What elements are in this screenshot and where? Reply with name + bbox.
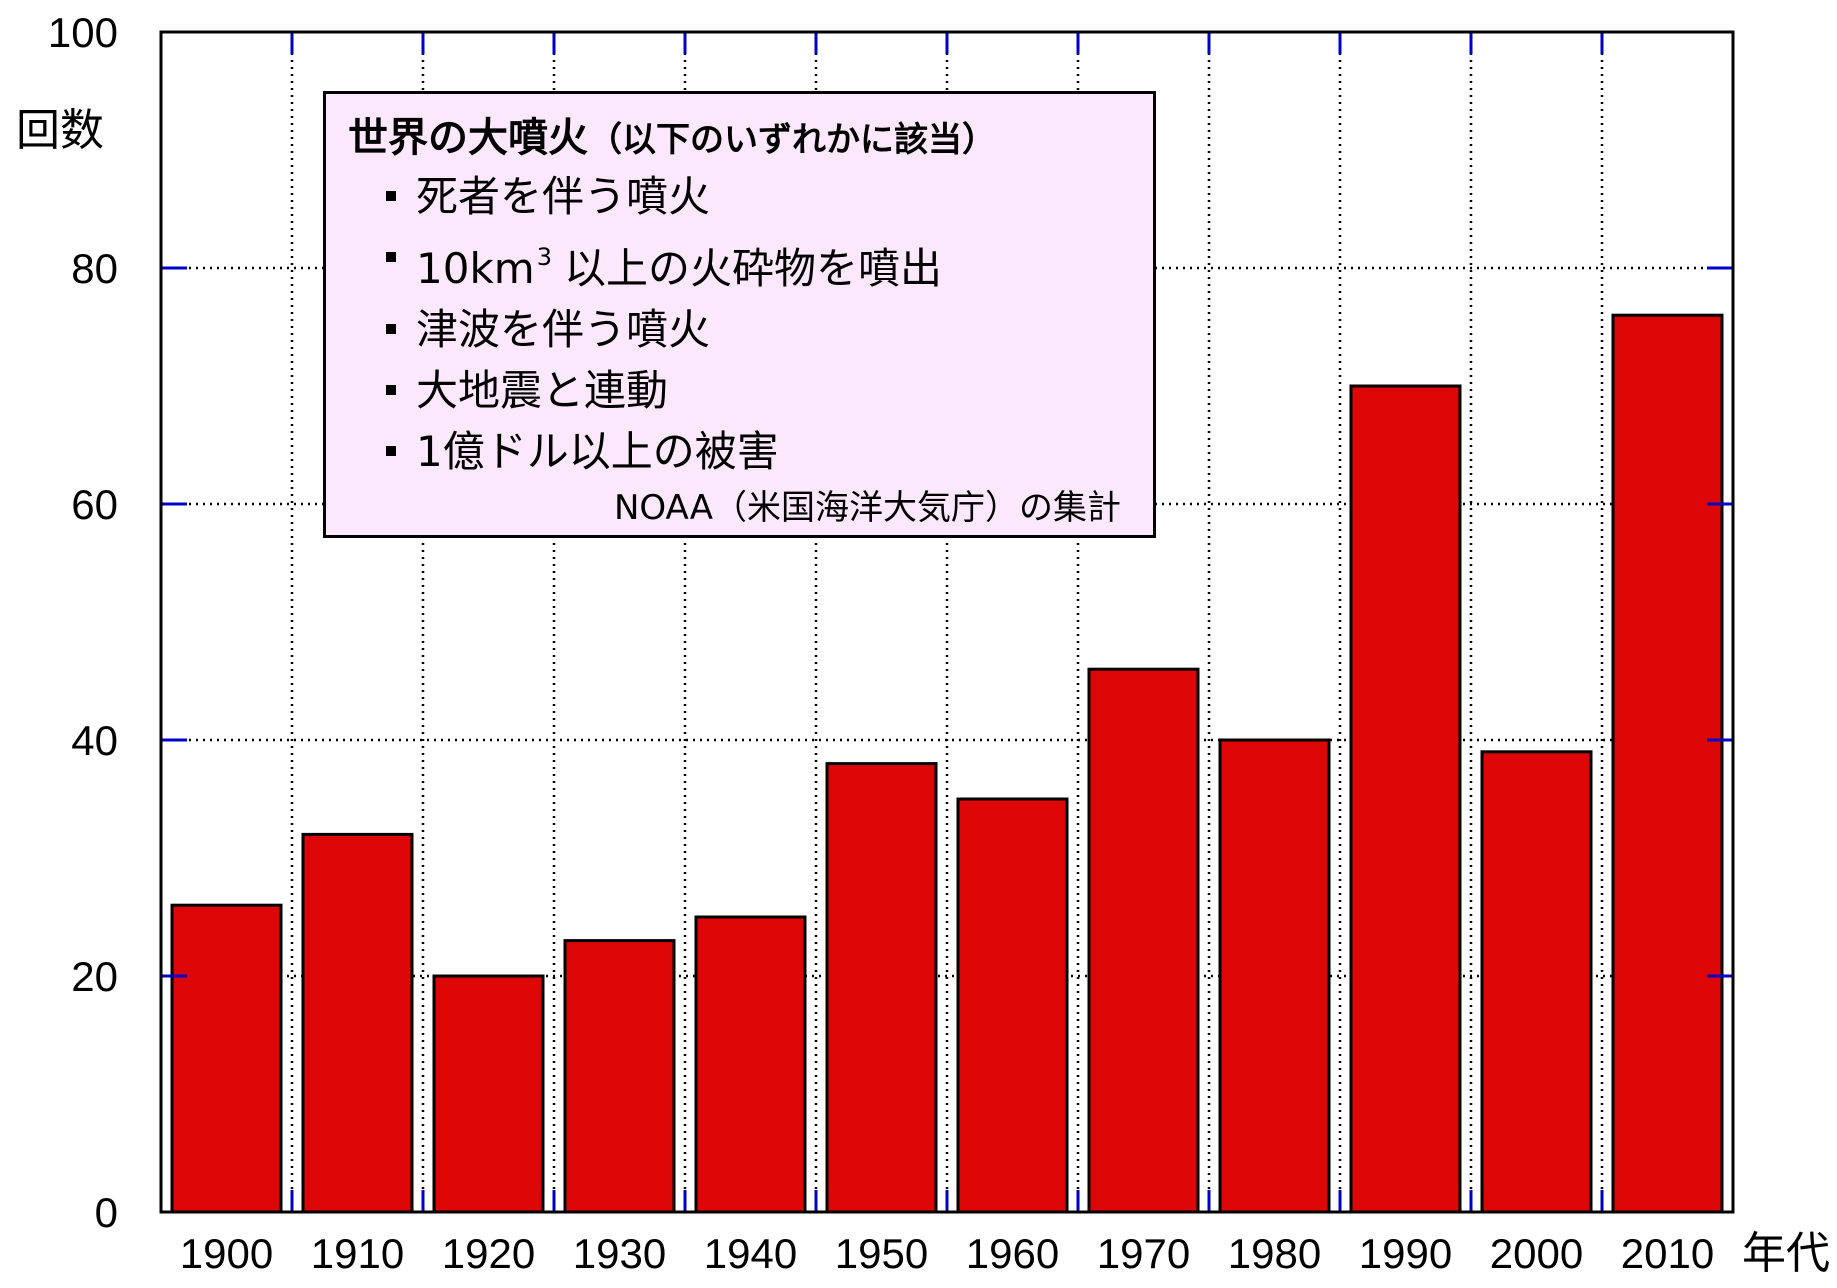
legend-item: 大地震と連動 bbox=[348, 360, 1133, 421]
bullet-icon bbox=[386, 385, 396, 395]
legend-item: 津波を伴う噴火 bbox=[348, 299, 1133, 360]
y-tick-label: 60 bbox=[71, 481, 118, 528]
legend-item: 10km3 以上の火砕物を噴出 bbox=[348, 227, 1133, 299]
bar bbox=[432, 974, 545, 1214]
legend-item-text: 1億ドル以上の被害 bbox=[416, 427, 779, 476]
bar bbox=[956, 797, 1069, 1214]
bullet-icon bbox=[386, 324, 396, 334]
x-tick-label: 1920 bbox=[442, 1230, 535, 1277]
bar bbox=[825, 762, 938, 1214]
x-axis-title: 年代 bbox=[1742, 1228, 1830, 1279]
legend-item-text: 10km3 以上の火砕物を噴出 bbox=[416, 243, 942, 293]
legend-item: 1億ドル以上の被害 bbox=[348, 421, 1133, 482]
legend-source: NOAA（米国海洋大気庁）の集計 bbox=[613, 488, 1121, 528]
bar bbox=[1218, 738, 1331, 1214]
x-tick-label: 1960 bbox=[966, 1230, 1059, 1277]
y-tick-labels: 0 20 40 60 80 100 bbox=[48, 9, 118, 1236]
x-tick-label: 1930 bbox=[573, 1230, 666, 1277]
y-tick-label: 80 bbox=[71, 245, 118, 292]
bullet-icon bbox=[386, 446, 396, 456]
bar bbox=[301, 832, 414, 1214]
x-tick-label: 2000 bbox=[1490, 1230, 1583, 1277]
x-tick-label: 1980 bbox=[1228, 1230, 1321, 1277]
y-tick-label: 0 bbox=[95, 1189, 118, 1236]
x-tick-label: 1900 bbox=[180, 1230, 273, 1277]
bar bbox=[170, 903, 283, 1214]
x-tick-label: 1950 bbox=[835, 1230, 928, 1277]
x-tick-label: 2010 bbox=[1621, 1230, 1714, 1277]
x-tick-label: 1970 bbox=[1097, 1230, 1190, 1277]
bar bbox=[1480, 750, 1593, 1214]
y-tick-label: 100 bbox=[48, 9, 118, 56]
axis-ticks bbox=[161, 32, 1733, 1212]
legend-item: 死者を伴う噴火 bbox=[348, 166, 1133, 227]
bar bbox=[694, 915, 807, 1214]
x-tick-label: 1990 bbox=[1359, 1230, 1452, 1277]
y-axis-title: 回数 bbox=[16, 105, 104, 156]
legend-item-text-before: 10km bbox=[416, 244, 535, 293]
legend-item-text-after: 以上の火砕物を噴出 bbox=[563, 244, 942, 293]
bar bbox=[563, 939, 676, 1214]
legend-title: 世界の大噴火（以下のいずれかに該当） bbox=[348, 112, 1133, 166]
legend-title-paren: （以下のいずれかに該当） bbox=[588, 120, 996, 160]
plot-frame bbox=[159, 30, 1735, 1214]
legend-title-main: 世界の大噴火 bbox=[348, 115, 588, 161]
legend-item-text: 津波を伴う噴火 bbox=[416, 305, 711, 354]
bar bbox=[1611, 313, 1724, 1214]
bar bbox=[1349, 384, 1462, 1214]
y-tick-label: 40 bbox=[71, 717, 118, 764]
x-tick-label: 1910 bbox=[311, 1230, 404, 1277]
bullet-icon bbox=[386, 191, 396, 201]
bullet-icon bbox=[386, 252, 396, 262]
x-tick-label: 1940 bbox=[704, 1230, 797, 1277]
legend-box: 世界の大噴火（以下のいずれかに該当） 死者を伴う噴火 10km3 以上の火砕物を噴… bbox=[323, 91, 1156, 538]
x-tick-labels: 1900 1910 1920 1930 1940 1950 1960 1970 1980 1990… bbox=[180, 1230, 1714, 1277]
y-tick-label: 20 bbox=[71, 953, 118, 1000]
legend-item-superscript: 3 bbox=[536, 243, 552, 271]
legend-item-text: 大地震と連動 bbox=[416, 366, 669, 415]
legend-item-text: 死者を伴う噴火 bbox=[416, 172, 711, 221]
bar bbox=[1087, 667, 1200, 1214]
